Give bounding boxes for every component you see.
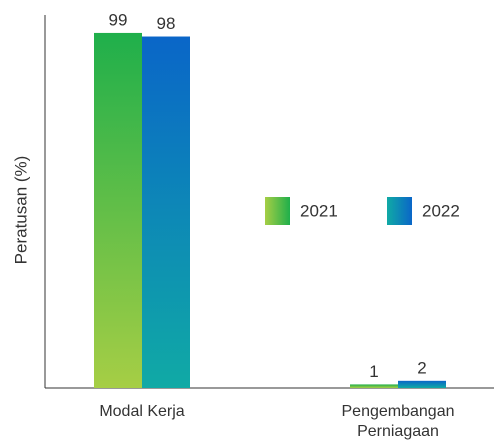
- bar: [94, 32, 142, 389]
- bar: [398, 380, 446, 388]
- legend-label: 2021: [300, 201, 338, 220]
- legend-label: 2022: [422, 201, 460, 220]
- bar: [142, 36, 190, 389]
- data-label: 98: [157, 14, 176, 33]
- x-tick-label: Pengembangan Perniagaan: [341, 403, 455, 440]
- data-label: 1: [369, 362, 378, 381]
- legend-swatch: [387, 197, 412, 225]
- data-label: 2: [417, 358, 426, 377]
- legend-swatch: [265, 197, 290, 225]
- bar: [350, 384, 398, 388]
- data-label: 99: [109, 10, 128, 29]
- x-tick-label: Modal Kerja: [99, 403, 185, 420]
- y-axis-label: Peratusan (%): [11, 156, 30, 265]
